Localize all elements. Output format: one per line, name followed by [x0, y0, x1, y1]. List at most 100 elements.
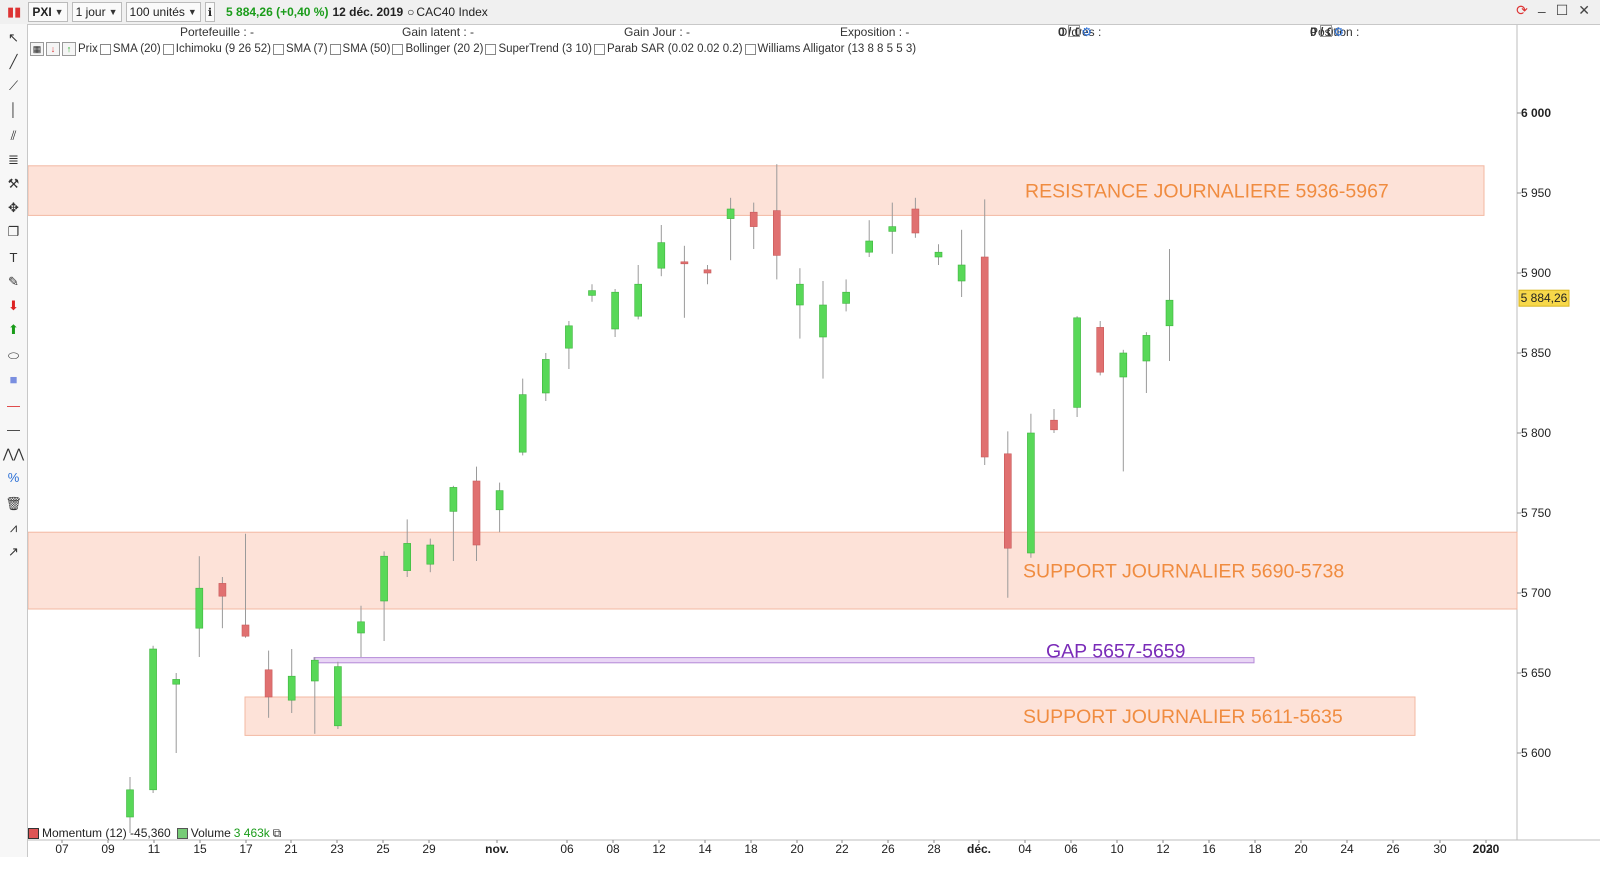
move-icon[interactable]: ✥ [8, 199, 19, 215]
indicator-sma7[interactable]: SMA (7) [273, 43, 328, 55]
percent-icon[interactable]: % [7, 470, 20, 485]
x-tick-label: 06 [560, 842, 574, 856]
chevron-down-icon: ▼ [187, 7, 197, 17]
candle [1027, 413, 1035, 558]
checkbox[interactable] [162, 43, 174, 55]
ordres-a: 0 [1058, 25, 1065, 39]
candle [1165, 249, 1174, 361]
position-icon[interactable] [1320, 25, 1333, 37]
ellipse-icon[interactable]: ⬭ [7, 347, 20, 363]
ordres-icon[interactable] [1068, 25, 1081, 37]
arrow-line-icon[interactable]: ↗ [8, 543, 19, 559]
expand-panel-icon[interactable]: ⧉ [272, 825, 282, 840]
checkbox[interactable] [329, 43, 341, 55]
candle-body [1142, 335, 1151, 362]
candle-body [541, 359, 550, 394]
candle [426, 538, 435, 573]
maximize-icon[interactable]: ☐ [1555, 2, 1569, 18]
trash-icon[interactable]: 🗑 [5, 495, 22, 511]
candle-body [1003, 453, 1012, 549]
y-tick-label: 5 800 [1521, 426, 1551, 440]
gear-icon[interactable]: ⚙ [1333, 25, 1345, 39]
candle-body [842, 291, 850, 304]
candle-body [172, 679, 180, 685]
symbol-value: PXI [32, 5, 52, 19]
zone-band [244, 696, 1416, 736]
ordres-b: / 0 [1068, 25, 1082, 39]
hammer-icon[interactable]: ⚒ [7, 175, 20, 191]
rectangle-icon[interactable]: ■ [9, 372, 18, 387]
candle [726, 197, 735, 261]
arrow-down-icon[interactable]: ↓ [46, 42, 60, 56]
candle [403, 519, 412, 577]
window-controls: ⟳ – ☐ ✕ [1516, 2, 1590, 19]
candle-body [703, 269, 712, 274]
indicator-sma50[interactable]: SMA (50) [329, 43, 390, 55]
text-tool-icon[interactable]: T [9, 250, 18, 265]
refresh-icon[interactable]: ⟳ [1516, 2, 1528, 18]
minimize-icon[interactable]: – [1537, 2, 1546, 19]
indicator-bar: ▦ ↓ ↑ Prix SMA (20) Ichimoku (9 26 52) S… [30, 41, 918, 57]
candle-body [218, 583, 227, 597]
index-name: CAC40 Index [416, 5, 488, 19]
chart-settings-icon[interactable]: ▦ [30, 42, 44, 56]
symbol-select[interactable]: PXI ▼ [28, 2, 68, 22]
price-change: 5 884,26 (+0,40 %) [226, 5, 329, 19]
arrow-up-icon[interactable]: ↑ [62, 42, 76, 56]
ray-tool-icon[interactable]: ⟋ [8, 77, 19, 93]
period-select[interactable]: 1 jour ▼ [71, 2, 122, 22]
candle [495, 482, 504, 533]
x-tick-label: 20 [790, 842, 804, 856]
vertical-line-icon[interactable]: │ [9, 102, 18, 117]
candle [126, 777, 134, 833]
cursor-icon[interactable]: ↖ [8, 29, 19, 45]
zigzag-icon[interactable]: ⋀⋀ [2, 445, 25, 461]
checkbox[interactable] [744, 43, 756, 55]
candle [1119, 349, 1128, 472]
checkbox[interactable] [99, 43, 111, 55]
indicator-supertrend[interactable]: SuperTrend (3 10) [485, 43, 592, 55]
info-button[interactable]: ℹ [204, 2, 216, 22]
checkbox[interactable] [594, 43, 606, 55]
candle-body [565, 325, 573, 349]
indicator-parab-sar[interactable]: Parab SAR (0.02 0.02 0.2) [594, 43, 743, 55]
candle-body [334, 666, 342, 727]
candle [957, 229, 966, 297]
indicator-bollinger[interactable]: Bollinger (20 2) [392, 43, 483, 55]
volume-label[interactable]: Volume [190, 826, 231, 840]
candle-body [403, 543, 412, 571]
y-tick-label: 5 750 [1521, 506, 1551, 520]
channel-tool-icon[interactable]: ⫽ [10, 127, 17, 143]
candle-body [518, 394, 527, 453]
close-icon[interactable]: ✕ [1578, 2, 1590, 18]
indicator-sma20[interactable]: SMA (20) [99, 43, 161, 55]
candle [980, 199, 989, 465]
level-line-icon[interactable]: — [7, 422, 20, 437]
chevron-down-icon: ▼ [54, 7, 64, 17]
indicator-alligator[interactable]: Williams Alligator (13 8 8 5 5 3) [744, 43, 916, 55]
line-tool-icon[interactable]: ╱ [9, 53, 18, 69]
pattern-icon[interactable]: ⩘ [9, 519, 18, 535]
indicator-label: Parab SAR (0.02 0.02 0.2) [607, 43, 743, 55]
pen-icon[interactable]: ✎ [8, 273, 19, 289]
x-tick-label: 12 [1156, 842, 1170, 856]
checkbox[interactable] [392, 43, 404, 55]
candlestick-chart-icon[interactable]: ▮▮ [7, 4, 22, 19]
x-tick-label: 03 [1479, 842, 1493, 856]
buy-arrow-icon[interactable]: ⬆ [8, 321, 19, 337]
indicator-prix[interactable]: Prix [78, 43, 98, 55]
sell-arrow-icon[interactable]: ⬇ [8, 297, 19, 313]
momentum-label[interactable]: Momentum (12) -45,360 [42, 826, 171, 840]
indicator-ichimoku[interactable]: Ichimoku (9 26 52) [162, 43, 271, 55]
candle-body [680, 261, 689, 265]
units-select[interactable]: 100 unités ▼ [125, 2, 201, 22]
horizontal-line-icon[interactable]: — [7, 398, 20, 413]
circle-icon: ○ [407, 5, 415, 19]
checkbox[interactable] [273, 43, 284, 55]
checkbox[interactable] [485, 43, 497, 55]
fibonacci-icon[interactable]: ≣ [8, 151, 19, 167]
candle-body [149, 648, 157, 791]
gear-icon[interactable]: ⚙ [1081, 25, 1093, 39]
copy-icon[interactable]: ❐ [7, 223, 20, 239]
